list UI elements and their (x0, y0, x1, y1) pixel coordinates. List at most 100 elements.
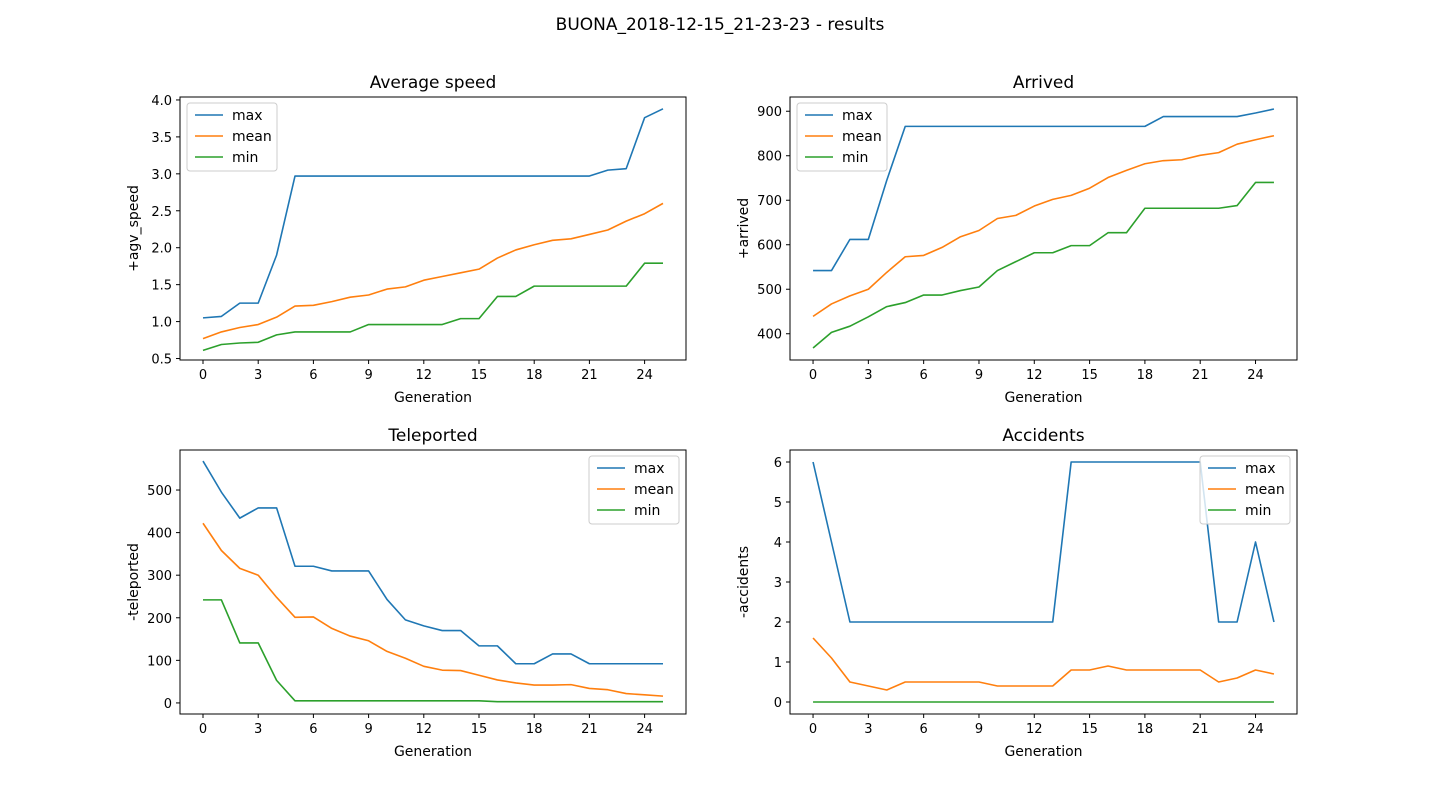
teleported-xtick-label: 9 (364, 722, 372, 737)
accidents-xtick-label: 18 (1137, 722, 1154, 737)
average-speed-title: Average speed (370, 73, 497, 93)
arrived-ytick-label: 600 (757, 239, 782, 254)
accidents-ytick-label: 6 (774, 456, 782, 471)
arrived-xtick-label: 21 (1192, 368, 1209, 383)
accidents-ytick-label: 5 (774, 496, 782, 511)
average-speed-series-min (202, 262, 663, 352)
accidents-series-mean (812, 637, 1275, 691)
arrived-legend-label-max: max (842, 108, 873, 124)
arrived-legend-box (796, 102, 888, 172)
accidents-xtick-label: 15 (1081, 722, 1098, 737)
teleported-series-group (202, 460, 664, 703)
figure-title: BUONA_2018-12-15_21-23-23 - results (556, 15, 885, 35)
average-speed-xtick-label: 15 (471, 368, 488, 383)
arrived-xtick-label: 0 (809, 368, 817, 383)
arrived-series-group (812, 108, 1275, 349)
accidents-xtick-label: 3 (864, 722, 872, 737)
arrived-legend: max mean min (796, 102, 888, 172)
teleported-xtick-label: 0 (199, 722, 207, 737)
teleported-xtick-label: 21 (581, 722, 598, 737)
accidents-xlabel: Generation (1004, 744, 1082, 760)
accidents-xtick-label: 24 (1247, 722, 1264, 737)
average-speed-xlabel: Generation (394, 390, 472, 406)
average-speed-series-mean (202, 202, 664, 340)
arrived-xlabel: Generation (1004, 390, 1082, 406)
accidents-title: Accidents (1002, 426, 1084, 446)
accidents-legend-label-mean: mean (1245, 482, 1285, 498)
accidents-ytick-label: 0 (774, 696, 782, 711)
teleported-xtick-label: 18 (526, 722, 543, 737)
arrived-legend-label-mean: mean (842, 129, 882, 145)
accidents-legend: max mean min (1199, 455, 1291, 525)
arrived-xtick-label: 6 (920, 368, 928, 383)
arrived-axes-frame (789, 96, 1298, 361)
teleported-xtick-label: 15 (471, 722, 488, 737)
accidents-xtick-label: 0 (809, 722, 817, 737)
accidents-series-max (812, 461, 1275, 623)
teleported-legend-label-max: max (634, 461, 665, 477)
teleported-series-min (203, 599, 663, 703)
teleported-ytick-label: 100 (147, 654, 172, 669)
teleported-axes-frame (179, 449, 687, 715)
teleported-ytick-label: 0 (164, 697, 172, 712)
average-speed-ylabel: +agv_speed (126, 185, 142, 272)
accidents-legend-label-min: min (1245, 503, 1271, 519)
teleported-legend-box (588, 455, 680, 525)
accidents-xtick-label: 12 (1026, 722, 1043, 737)
accidents-ytick-label: 1 (774, 656, 782, 671)
accidents-legend-box (1199, 455, 1291, 525)
teleported-legend: max mean min (588, 455, 680, 525)
accidents-ytick-label: 4 (774, 536, 782, 551)
average-speed-xtick-label: 0 (199, 368, 207, 383)
average-speed-ytick-label: 3.0 (151, 168, 172, 183)
arrived-xtick-label: 9 (975, 368, 983, 383)
accidents-ytick-label: 3 (774, 576, 782, 591)
average-speed-legend: max mean min (186, 102, 278, 172)
arrived-chart: Arrived 0 3 6 9 12 15 18 21 24 400 500 600 700 800 900 G… (736, 73, 1298, 406)
teleported-ylabel: -teleported (126, 543, 142, 621)
average-speed-series-group (202, 108, 664, 352)
accidents-legend-label-max: max (1245, 461, 1276, 477)
arrived-title: Arrived (1013, 73, 1074, 93)
average-speed-ytick-label: 3.5 (151, 131, 172, 146)
teleported-chart: Teleported 0 3 6 9 12 15 18 21 24 0 100 200 300 400 500… (126, 426, 687, 760)
arrived-ylabel: +arrived (736, 198, 752, 259)
average-speed-legend-label-min: min (232, 150, 258, 166)
accidents-xtick-label: 6 (920, 722, 928, 737)
accidents-xtick-label: 9 (975, 722, 983, 737)
teleported-ytick-label: 400 (147, 527, 172, 542)
arrived-ytick-label: 700 (757, 194, 782, 209)
teleported-series-max (202, 460, 663, 665)
average-speed-ytick-label: 1.0 (151, 316, 172, 331)
teleported-title: Teleported (387, 426, 477, 446)
teleported-series-mean (202, 522, 664, 697)
average-speed-ytick-label: 0.5 (151, 353, 172, 368)
teleported-legend-label-min: min (634, 503, 660, 519)
average-speed-chart: Average speed 0 3 6 9 12 15 18 21 24 0.5 1.0 1.5 2.0 2… (126, 73, 687, 406)
teleported-ytick-label: 200 (147, 612, 172, 627)
teleported-xtick-label: 3 (254, 722, 262, 737)
arrived-xtick-label: 18 (1137, 368, 1154, 383)
average-speed-ytick-label: 1.5 (151, 279, 172, 294)
arrived-ytick-label: 900 (757, 105, 782, 120)
average-speed-ytick-label: 2.0 (151, 242, 172, 257)
average-speed-xtick-label: 18 (526, 368, 543, 383)
average-speed-legend-label-max: max (232, 108, 263, 124)
arrived-series-mean (812, 134, 1275, 318)
average-speed-xtick-label: 3 (254, 368, 262, 383)
arrived-ytick-label: 800 (757, 150, 782, 165)
arrived-series-min (812, 181, 1274, 349)
accidents-ytick-label: 2 (774, 616, 782, 631)
average-speed-xtick-label: 12 (416, 368, 433, 383)
average-speed-ytick-label: 2.5 (151, 205, 172, 220)
average-speed-axes-frame (179, 96, 687, 361)
arrived-xtick-label: 15 (1081, 368, 1098, 383)
accidents-ylabel: -accidents (736, 546, 752, 618)
average-speed-ytick-label: 4.0 (151, 94, 172, 109)
average-speed-xtick-label: 6 (309, 368, 317, 383)
arrived-legend-label-min: min (842, 150, 868, 166)
teleported-xtick-label: 6 (309, 722, 317, 737)
average-speed-series-max (202, 108, 664, 319)
teleported-xtick-label: 12 (416, 722, 433, 737)
